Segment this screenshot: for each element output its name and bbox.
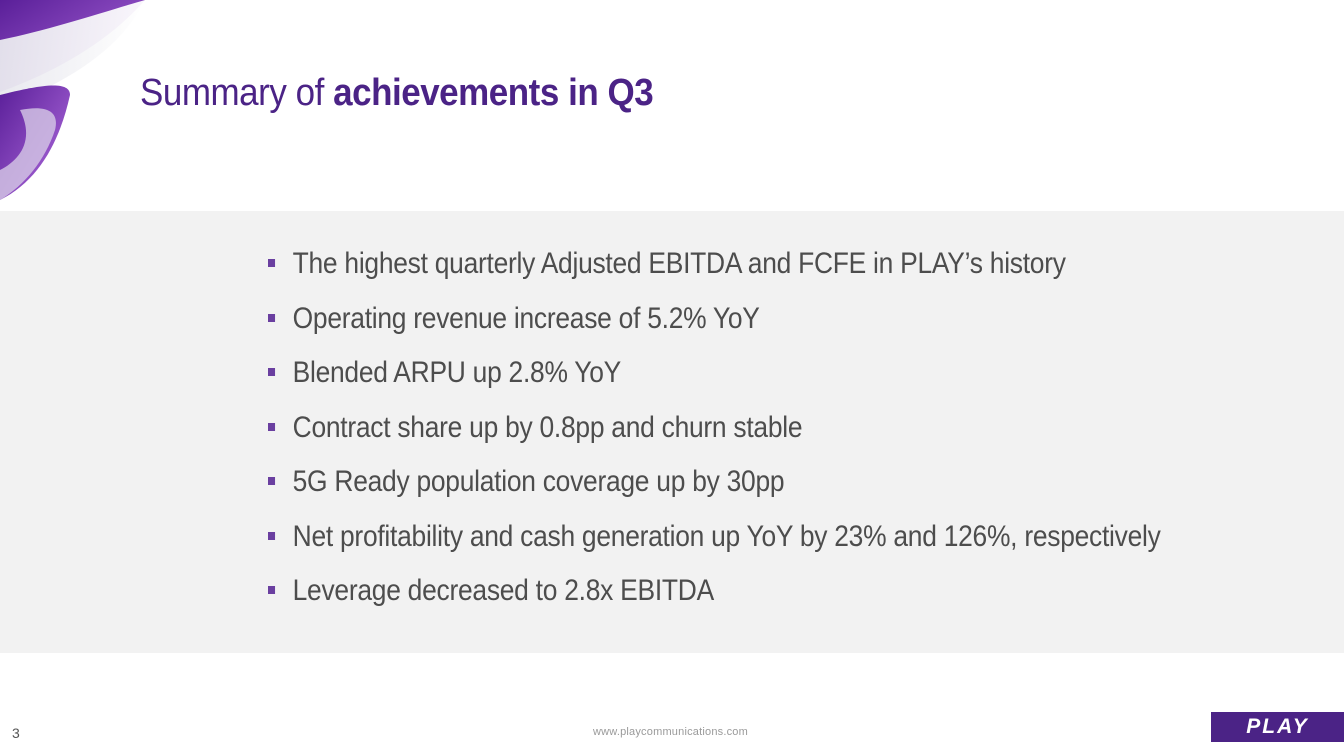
list-item-text: Blended ARPU up 2.8% YoY xyxy=(292,356,622,389)
list-item-text: The highest quarterly Adjusted EBITDA an… xyxy=(292,247,1066,280)
list-item: 5G Ready population coverage up by 30pp xyxy=(268,462,1161,517)
slide-title-bold: achievements in Q3 xyxy=(333,72,654,114)
slide-title-regular: Summary of xyxy=(140,72,334,114)
list-item: Blended ARPU up 2.8% YoY xyxy=(268,353,1161,408)
page-number: 3 xyxy=(12,725,20,741)
achievements-list: The highest quarterly Adjusted EBITDA an… xyxy=(268,244,1282,626)
square-bullet-icon xyxy=(268,477,276,485)
slide-title: Summary of achievements in Q3 xyxy=(140,72,654,115)
list-item: Operating revenue increase of 5.2% YoY xyxy=(268,299,1161,354)
content-band xyxy=(0,211,1344,653)
list-item-text: Leverage decreased to 2.8x EBITDA xyxy=(292,574,715,607)
square-bullet-icon xyxy=(268,259,276,267)
list-item: The highest quarterly Adjusted EBITDA an… xyxy=(268,244,1161,299)
list-item-text: Net profitability and cash generation up… xyxy=(292,519,1161,553)
list-item-text: Operating revenue increase of 5.2% YoY xyxy=(292,301,760,335)
brand-ribbon-graphic xyxy=(0,0,145,200)
list-item-text: Contract share up by 0.8pp and churn sta… xyxy=(292,410,803,444)
list-item: Contract share up by 0.8pp and churn sta… xyxy=(268,408,1161,463)
list-item: Net profitability and cash generation up… xyxy=(268,517,1161,572)
square-bullet-icon xyxy=(268,422,276,431)
footer-url: www.playcommunications.com xyxy=(593,726,748,738)
list-item-text: 5G Ready population coverage up by 30pp xyxy=(292,465,785,498)
square-bullet-icon xyxy=(268,368,276,376)
square-bullet-icon xyxy=(268,586,276,594)
list-item: Leverage decreased to 2.8x EBITDA xyxy=(268,571,1161,626)
play-logo: PLAY xyxy=(1211,712,1344,742)
square-bullet-icon xyxy=(268,313,276,322)
square-bullet-icon xyxy=(268,531,276,540)
